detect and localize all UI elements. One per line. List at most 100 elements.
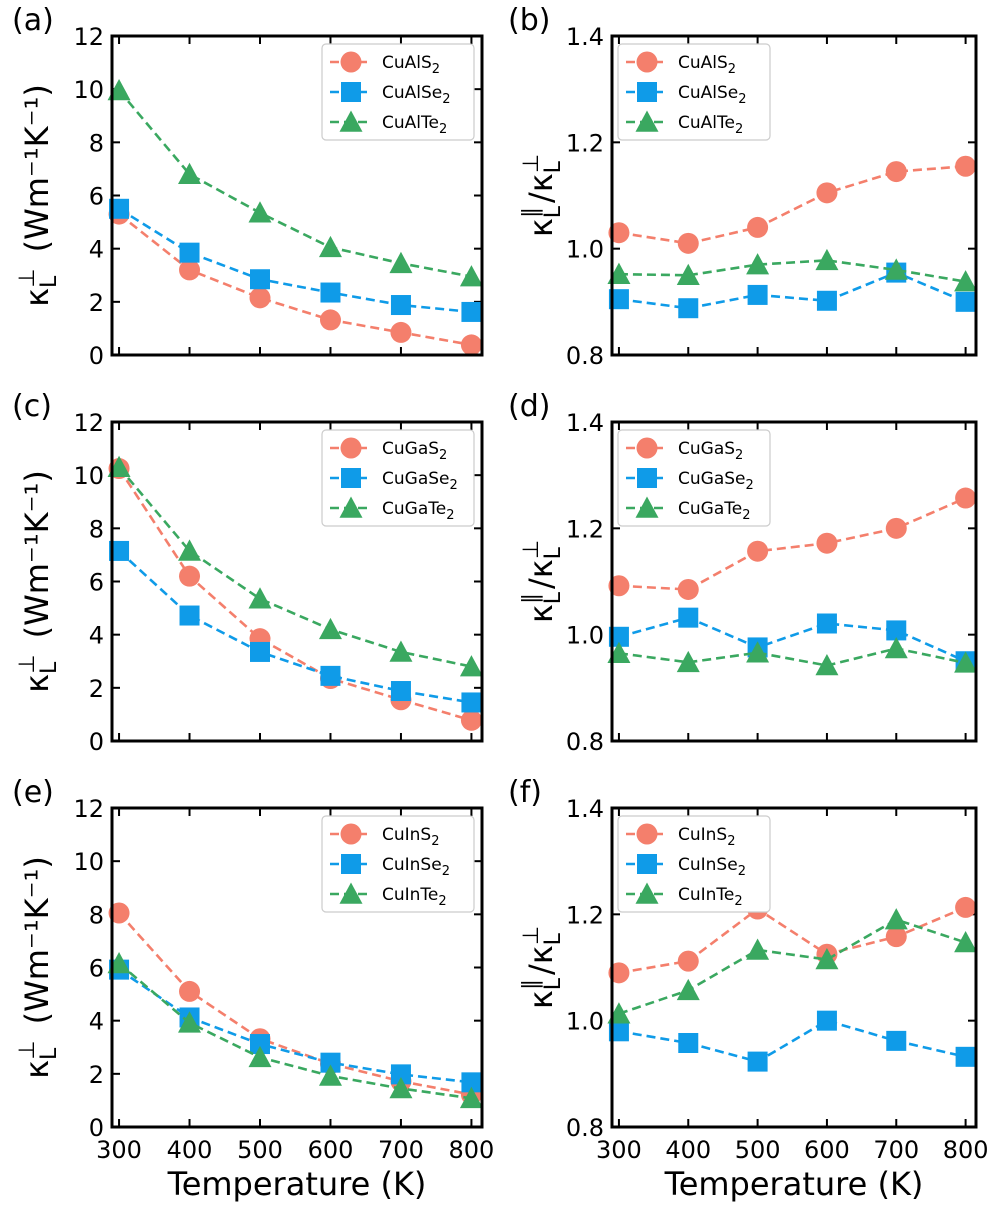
legend-label-base: CuInSe [382, 855, 442, 875]
chart-panel-e: (e) 0 2 4 6 8 10 12 300 400 500 600 700 800 κL⊥ (Wm⁻¹K… [12, 775, 494, 1203]
legend-marker-Te [635, 882, 659, 904]
data-point-S [677, 578, 699, 600]
y-axis-title: κL⊥ (Wm⁻¹K⁻¹) [15, 856, 62, 1079]
y-tick-label: 6 [89, 569, 104, 597]
legend-label-subscript: 2 [439, 122, 447, 137]
legend-label: CuGaSe2 [678, 469, 754, 493]
y-tick-label: 1.2 [566, 129, 604, 157]
legend-label-base: CuAlTe [678, 113, 735, 133]
series-line-Te [118, 89, 472, 278]
legend-label-subscript: 2 [727, 834, 735, 849]
data-point-Se [816, 1010, 837, 1031]
data-point-Se [390, 295, 411, 316]
kappa-subscript-L: L [541, 932, 566, 945]
plot-frame [610, 806, 978, 1129]
plot-frame [610, 420, 978, 743]
legend-label: CuInTe2 [678, 885, 743, 909]
data-point-Te [459, 265, 483, 287]
data-point-Te [954, 651, 978, 673]
data-point-S [179, 565, 201, 587]
data-point-Te [815, 248, 839, 271]
y-tick-label: 0.8 [566, 342, 604, 370]
legend-marker-Se [637, 468, 657, 488]
legend-marker-S [340, 51, 362, 73]
ratio-slash: /κ [522, 945, 560, 975]
data-point-Se [955, 1046, 976, 1067]
data-point-Te [954, 931, 978, 953]
data-point-Se [320, 665, 341, 686]
kappa-subscript-L: L [541, 160, 566, 173]
data-point-Se [250, 1034, 270, 1055]
series-line-Se [618, 1019, 966, 1064]
kappa-symbol: κ [522, 218, 560, 237]
data-point-Se [250, 269, 270, 290]
data-point-S [460, 709, 482, 731]
data-point-S [885, 161, 907, 183]
legend-label-subscript: 2 [728, 62, 736, 77]
plot-frame [110, 806, 484, 1129]
x-tick-label: 500 [237, 1136, 283, 1164]
x-axis-title: Temperature (K) [664, 1165, 924, 1203]
legend-label-base: CuAlS [382, 53, 432, 73]
data-point-S [179, 980, 201, 1002]
x-tick-label: 700 [873, 1136, 919, 1164]
data-point-Se [747, 1051, 768, 1072]
y-tick-label: 1.4 [566, 23, 604, 51]
legend-marker-Se [341, 854, 361, 874]
legend-label-base: CuGaSe [678, 469, 746, 489]
panel-label: (c) [12, 389, 52, 424]
data-point-Se [109, 198, 130, 219]
data-point-Te [389, 1076, 413, 1099]
data-point-Te [746, 253, 770, 275]
legend-frame [321, 815, 475, 913]
data-point-Te [248, 201, 272, 223]
legend-marker-S [636, 437, 658, 459]
data-point-S [747, 216, 769, 238]
legend-label-base: CuAlSe [678, 83, 738, 103]
panel-label: (f) [508, 775, 542, 810]
x-tick-label: 800 [943, 1136, 989, 1164]
data-point-Se [608, 1021, 629, 1042]
data-point-S [179, 259, 201, 281]
series-line-Te [118, 962, 472, 1100]
chart-panel-b: (b)0.81.01.21.4κL∥/κL⊥CuAlS2CuAlSe2CuAlT… [508, 3, 978, 370]
legend-label: CuAlTe2 [382, 113, 447, 137]
legend-label: CuGaTe2 [678, 499, 750, 523]
ratio-slash: /κ [522, 559, 560, 589]
y-tick-label: 8 [89, 129, 104, 157]
legend-marker-S [636, 51, 658, 73]
data-point-Se [886, 1030, 907, 1051]
x-tick-label: 300 [96, 1136, 142, 1164]
data-point-Te [676, 978, 700, 1001]
y-tick-label: 12 [73, 409, 104, 437]
kappa-superscript-perp: ⊥ [519, 154, 544, 173]
legend-label-subscript: 2 [738, 864, 746, 879]
legend-frame [321, 43, 475, 141]
y-tick-label: 1.4 [566, 409, 604, 437]
series-line-Se [618, 616, 967, 663]
legend-label-subscript: 2 [746, 478, 754, 493]
legend-frame [321, 429, 475, 527]
y-tick-label: 0 [89, 342, 104, 370]
y-tick-label: 1.2 [566, 515, 604, 543]
y-tick-label: 12 [73, 795, 104, 823]
legend-label-subscript: 2 [432, 62, 440, 77]
legend-label: CuAlSe2 [678, 83, 747, 107]
data-point-S [747, 540, 769, 562]
legend-label-subscript: 2 [438, 894, 446, 909]
legend-frame [617, 43, 771, 141]
data-point-Se [678, 1032, 699, 1053]
series-line-S [118, 213, 472, 347]
y-tick-label: 1.2 [566, 901, 604, 929]
y-tick-label: 4 [89, 1008, 104, 1036]
y-axis-title: κL∥/κL⊥ [519, 540, 566, 623]
legend-label: CuAlS2 [678, 53, 736, 77]
legend-label-subscript: 2 [439, 448, 447, 463]
legend-label: CuGaS2 [678, 439, 743, 463]
kappa-superscript-perp: ⊥ [519, 926, 544, 945]
plot-frame [610, 34, 978, 357]
y-tick-label: 6 [89, 955, 104, 983]
y-tick-label: 10 [73, 848, 104, 876]
data-point-S [955, 896, 977, 918]
data-point-S [608, 575, 630, 597]
